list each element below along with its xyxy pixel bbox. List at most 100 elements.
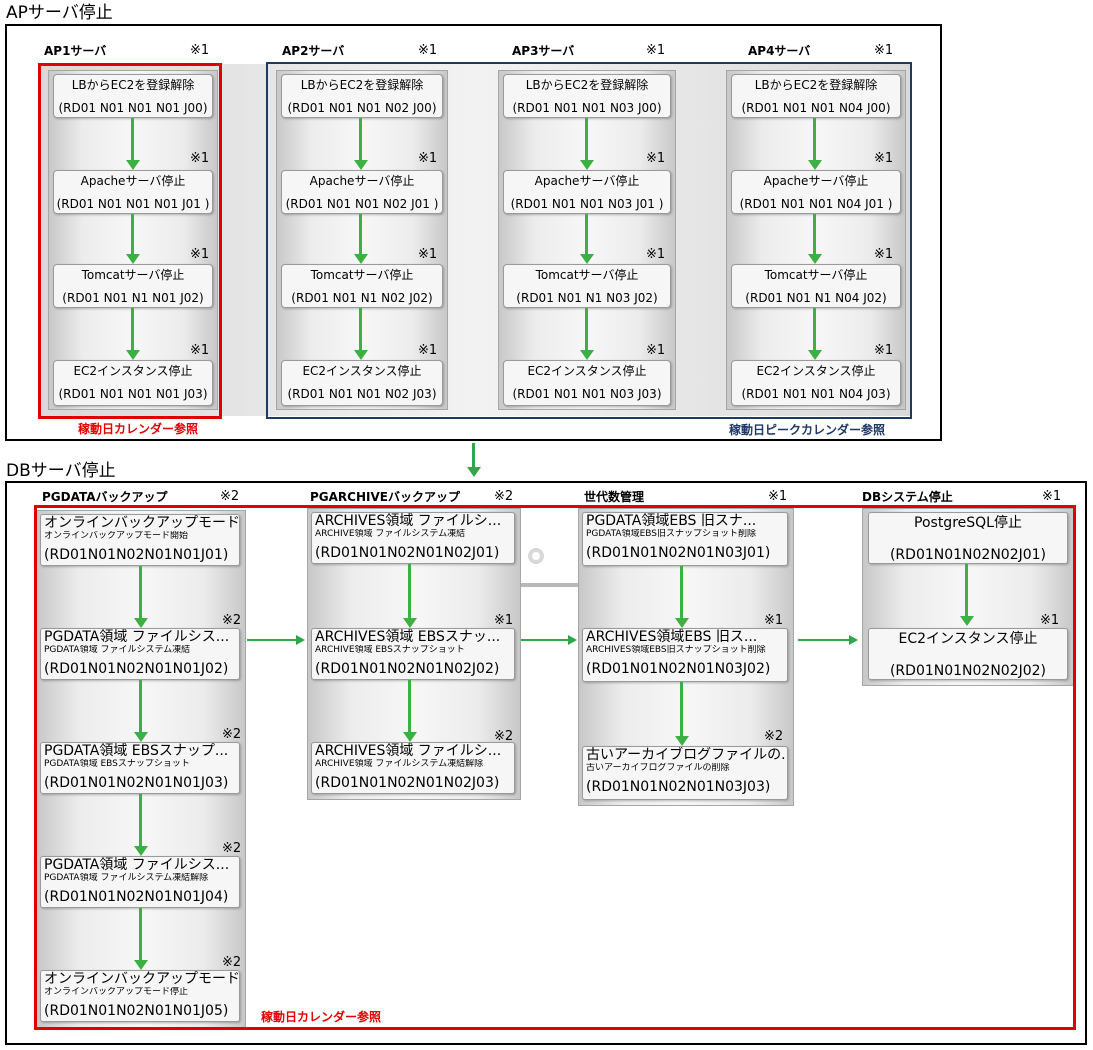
job-code: (RD01 N01 N01 N03 J03) xyxy=(512,387,662,401)
ap2-job-apache-stop[interactable]: Apacheサーバ停止 (RD01 N01 N01 N02 J01 ) xyxy=(281,170,443,214)
ap1-server-mark: ※1 xyxy=(190,43,210,58)
dbsystem-job-ec2-stop[interactable]: EC2インスタンス停止 (RD01N01N02N02J02) xyxy=(868,628,1068,680)
job-subtitle: ARCHIVE領域 EBSスナップショット xyxy=(315,645,465,655)
job-title: Apacheサーバ停止 xyxy=(309,174,415,188)
pgarchive-job2-mark: ※1 xyxy=(494,613,514,628)
pgdata-arrow-1 xyxy=(134,566,148,628)
generation-job-3[interactable]: 古いアーカイブログファイルの... 古いアーカイブログファイルの削除 (RD01… xyxy=(582,746,788,800)
job-title: PGDATA領域EBS 旧スナ... xyxy=(586,513,757,529)
job-title: EC2インスタンス停止 xyxy=(898,631,1038,647)
job-title: ARCHIVES領域 ファイルシ... xyxy=(315,513,502,529)
ap3-job-lb-deregister[interactable]: LBからEC2を登録解除 (RD01 N01 N01 N03 J00) xyxy=(503,74,671,118)
ap4-job-apache-stop[interactable]: Apacheサーバ停止 (RD01 N01 N01 N04 J01 ) xyxy=(731,170,901,214)
db-group-pgdata-title: PGDATAバックアップ xyxy=(42,490,168,504)
job-title: EC2インスタンス停止 xyxy=(73,364,193,378)
ap3-job-tomcat-stop[interactable]: Tomcatサーバ停止 (RD01 N01 N1 N03 J02) xyxy=(503,264,671,308)
ap2-job-tomcat-stop[interactable]: Tomcatサーバ停止 (RD01 N01 N1 N02 J02) xyxy=(281,264,443,308)
generation-job-1[interactable]: PGDATA領域EBS 旧スナ... PGDATA領域EBS旧スナップショット削… xyxy=(582,512,788,566)
pgarchive-job-2[interactable]: ARCHIVES領域 EBSスナッ... ARCHIVE領域 EBSスナップショ… xyxy=(311,628,515,680)
job-code: (RD01N01N02N01N03J03) xyxy=(586,779,771,795)
pgarchive-job3-mark: ※2 xyxy=(494,729,514,744)
job-title: LBからEC2を登録解除 xyxy=(71,78,195,92)
ap3-job2-mark: ※1 xyxy=(646,151,666,166)
job-title: オンラインバックアップモード... xyxy=(44,971,239,987)
job-title: 古いアーカイブログファイルの... xyxy=(586,747,787,763)
job-code: (RD01 N01 N01 N02 J03) xyxy=(287,387,437,401)
ap3-arrow-1 xyxy=(580,118,594,170)
job-title: EC2インスタンス停止 xyxy=(302,364,422,378)
job-title: EC2インスタンス停止 xyxy=(527,364,647,378)
ap2-job-lb-deregister[interactable]: LBからEC2を登録解除 (RD01 N01 N01 N02 J00) xyxy=(281,74,443,118)
ap1-arrow-3 xyxy=(126,308,140,360)
dbsystem-job-postgres-stop[interactable]: PostgreSQL停止 (RD01N01N02N02J01) xyxy=(868,512,1068,564)
db-group-dbsystem-mark: ※1 xyxy=(1042,489,1062,504)
pgarchive-job-1[interactable]: ARCHIVES領域 ファイルシ... ARCHIVE領域 ファイルシステム凍結… xyxy=(311,512,515,564)
job-code: (RD01N01N02N01N01J01) xyxy=(44,547,229,563)
generation-to-dbsystem-arrow xyxy=(798,635,858,645)
ap4-job-panel xyxy=(726,70,906,410)
ap3-job-apache-stop[interactable]: Apacheサーバ停止 (RD01 N01 N01 N03 J01 ) xyxy=(503,170,671,214)
db-group-dbsystem-title: DBシステム停止 xyxy=(862,490,953,504)
db-group-pgdata-mark: ※2 xyxy=(220,489,240,504)
ap2-server-title: AP2サーバ xyxy=(282,44,345,58)
ap1-job-tomcat-stop[interactable]: Tomcatサーバ停止 (RD01 N01 N1 N01 J02) xyxy=(53,264,213,308)
job-code: (RD01 N01 N1 N04 J02) xyxy=(745,291,887,305)
ap1-job4-mark: ※1 xyxy=(190,343,210,358)
generation-job3-mark: ※2 xyxy=(764,729,784,744)
job-code: (RD01 N01 N01 N04 J03) xyxy=(741,387,891,401)
ap4-server-mark: ※1 xyxy=(874,43,894,58)
ap4-server-title: AP4サーバ xyxy=(748,44,811,58)
ap1-job-ec2-stop[interactable]: EC2インスタンス停止 (RD01 N01 N01 N01 J03) xyxy=(53,360,213,406)
job-code: (RD01 N01 N01 N01 J01 ) xyxy=(56,197,210,211)
job-subtitle: PGDATA領域 ファイルシステム凍結 xyxy=(44,645,191,655)
ap2-arrow-2 xyxy=(354,214,368,264)
ap2-arrow-3 xyxy=(354,308,368,360)
job-code: (RD01 N01 N01 N02 J00) xyxy=(287,101,437,115)
job-title: LBからEC2を登録解除 xyxy=(300,78,424,92)
ap1-job-apache-stop[interactable]: Apacheサーバ停止 (RD01 N01 N01 N01 J01 ) xyxy=(53,170,213,214)
job-title: PGDATA領域 ファイルシス... xyxy=(44,857,230,873)
generation-arrow-1 xyxy=(675,566,689,628)
job-title: Tomcatサーバ停止 xyxy=(310,268,414,282)
job-subtitle: ARCHIVE領域 ファイルシステム凍結 xyxy=(315,529,466,539)
job-subtitle: 古いアーカイブログファイルの削除 xyxy=(586,763,730,773)
job-code: (RD01N01N02N01N01J05) xyxy=(44,1003,229,1019)
ap-calendar-label: 稼動日カレンダー参照 xyxy=(78,422,199,436)
pgdata-job-4[interactable]: PGDATA領域 ファイルシス... PGDATA領域 ファイルシステム凍結解除… xyxy=(40,856,240,908)
job-title: EC2インスタンス停止 xyxy=(756,364,876,378)
ap1-arrow-1 xyxy=(126,118,140,170)
ap1-job-lb-deregister[interactable]: LBからEC2を登録解除 (RD01 N01 N01 N01 J00) xyxy=(53,74,213,118)
ap2-arrow-1 xyxy=(354,118,368,170)
job-code: (RD01N01N02N01N01J03) xyxy=(44,775,229,791)
pgarchive-to-generation-arrow xyxy=(521,635,577,645)
ap3-job-ec2-stop[interactable]: EC2インスタンス停止 (RD01 N01 N01 N03 J03) xyxy=(503,360,671,406)
dbsystem-arrow-1 xyxy=(960,564,974,626)
ap4-job4-mark: ※1 xyxy=(874,343,894,358)
job-code: (RD01N01N02N01N01J04) xyxy=(44,889,229,905)
db-section-frame xyxy=(5,481,1087,1045)
pgarchive-job-3[interactable]: ARCHIVES領域 ファイルシ... ARCHIVE領域 ファイルシステム凍結… xyxy=(311,742,515,794)
pgdata-job-1[interactable]: オンラインバックアップモード... オンラインバックアップモード開始 (RD01… xyxy=(40,514,240,566)
job-title: Tomcatサーバ停止 xyxy=(81,268,185,282)
ap-section-title: APサーバ停止 xyxy=(6,3,113,23)
generation-arrow-2 xyxy=(675,682,689,746)
ap4-job-tomcat-stop[interactable]: Tomcatサーバ停止 (RD01 N01 N1 N04 J02) xyxy=(731,264,901,308)
ap4-job2-mark: ※1 xyxy=(874,151,894,166)
pgdata-job-3[interactable]: PGDATA領域 EBSスナップ... PGDATA領域 EBSスナップショット… xyxy=(40,742,240,794)
ap3-arrow-3 xyxy=(580,308,594,360)
ap2-job3-mark: ※1 xyxy=(418,247,438,262)
generation-job2-mark: ※1 xyxy=(764,613,784,628)
job-code: (RD01 N01 N01 N04 J00) xyxy=(741,101,891,115)
ap3-server-mark: ※1 xyxy=(646,43,666,58)
generation-job-2[interactable]: ARCHIVES領域EBS 旧ス... ARCHIVES領域EBS旧スナップショ… xyxy=(582,628,788,682)
job-code: (RD01 N01 N01 N03 J00) xyxy=(512,101,662,115)
ap2-job-ec2-stop[interactable]: EC2インスタンス停止 (RD01 N01 N01 N02 J03) xyxy=(281,360,443,406)
ap4-job-lb-deregister[interactable]: LBからEC2を登録解除 (RD01 N01 N01 N04 J00) xyxy=(731,74,901,118)
job-code: (RD01N01N02N01N02J01) xyxy=(315,545,500,561)
ap3-job3-mark: ※1 xyxy=(646,247,666,262)
pgdata-job3-mark: ※2 xyxy=(222,727,242,742)
ap4-job-ec2-stop[interactable]: EC2インスタンス停止 (RD01 N01 N01 N04 J03) xyxy=(731,360,901,406)
job-title: PGDATA領域 ファイルシス... xyxy=(44,629,230,645)
pgdata-job-2[interactable]: PGDATA領域 ファイルシス... PGDATA領域 ファイルシステム凍結 (… xyxy=(40,628,240,680)
pgdata-job-5[interactable]: オンラインバックアップモード... オンラインバックアップモード停止 (RD01… xyxy=(40,970,240,1022)
